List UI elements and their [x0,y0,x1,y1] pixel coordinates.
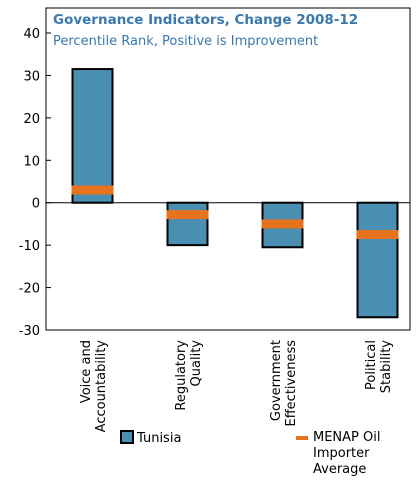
x-tick-label: Voice andAccountability [79,340,109,433]
y-tick-label: 40 [23,27,40,42]
y-tick-label: -30 [19,324,40,339]
average-marker [71,185,114,195]
x-tick-label-line: Voice and [79,340,94,403]
legend-item: MENAP Oil Importer Average [296,430,416,478]
x-tick-label-line: Stability [379,340,394,394]
bar [166,201,209,247]
x-tick-label: PoliticalStability [364,340,394,394]
x-tick-label: RegulatoryQuality [174,340,204,411]
x-tick-label-line: Accountability [94,340,109,433]
legend-item: Tunisia [120,430,181,447]
x-tick-label-line: Quality [189,340,204,387]
x-tick-label-line: Government [269,340,284,421]
x-tick-label-line: Effectiveness [284,340,299,427]
x-tick-label-line: Political [364,340,379,390]
legend-label: Tunisia [137,431,182,446]
legend-label: MENAP Oil Importer Average [313,430,381,477]
y-tick-label: 20 [23,112,40,127]
y-tick-label: 10 [23,154,40,169]
legend-swatch [296,436,308,440]
average-marker [356,230,399,240]
x-tick-label-line: Regulatory [174,340,189,411]
legend-swatch [120,430,134,444]
x-tick-label: GovernmentEffectiveness [269,340,299,427]
bar [71,68,114,204]
y-tick-label: -10 [19,239,40,254]
chart-subtitle: Percentile Rank, Positive is Improvement [53,34,318,49]
plot-frame [45,7,411,331]
y-tick-label: 30 [23,69,40,84]
bar [356,201,399,319]
y-tick-label: 0 [32,197,40,212]
average-marker [166,210,209,220]
average-marker [261,219,304,229]
chart-title: Governance Indicators, Change 2008-12 [53,12,358,28]
y-tick-label: -20 [19,282,40,297]
